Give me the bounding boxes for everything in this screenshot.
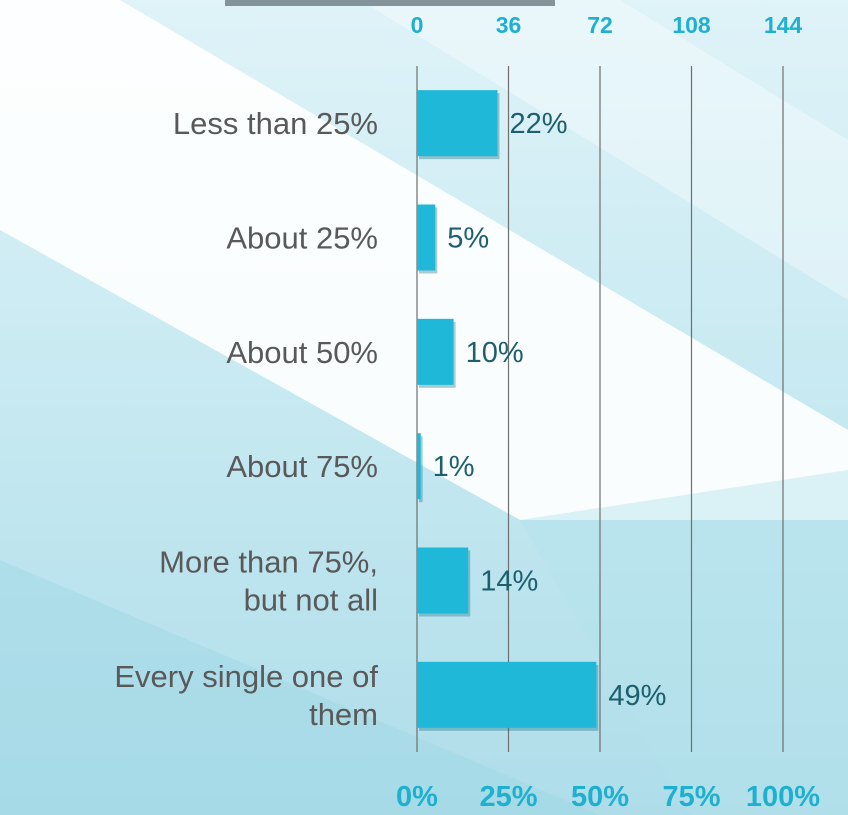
category-label: Every single one of [114, 659, 378, 694]
category-label: but not all [244, 583, 378, 618]
bar [417, 90, 498, 157]
category-label: About 50% [226, 335, 378, 370]
top-axis-tick-label: 72 [587, 12, 613, 38]
category-label: them [309, 697, 378, 732]
data-label: 22% [510, 108, 568, 140]
bottom-axis-tick-label: 50% [571, 781, 629, 813]
data-label: 1% [433, 451, 475, 483]
category-label: About 25% [226, 221, 378, 256]
bottom-axis-tick-label: 100% [746, 781, 820, 813]
bar-shadow [419, 436, 423, 503]
bottom-axis-tick-label: 25% [479, 781, 537, 813]
bottom-axis-tick-label: 75% [662, 781, 720, 813]
data-label: 14% [480, 566, 538, 598]
data-label: 49% [608, 680, 666, 712]
bar [417, 661, 597, 728]
category-label: More than 75%, [159, 545, 378, 580]
bar [417, 547, 469, 614]
top-axis-tick-label: 0 [411, 12, 424, 38]
category-label: About 75% [226, 449, 378, 484]
data-label: 5% [447, 223, 489, 255]
top-axis-tick-label: 36 [496, 12, 522, 38]
bar [417, 204, 436, 271]
bar [417, 433, 421, 500]
bar [417, 318, 454, 385]
top-axis-tick-label: 108 [672, 12, 711, 38]
category-label: Less than 25% [173, 106, 378, 141]
bottom-axis-tick-label: 0% [396, 781, 438, 813]
top-axis-tick-label: 144 [764, 12, 803, 38]
data-label: 10% [466, 337, 524, 369]
